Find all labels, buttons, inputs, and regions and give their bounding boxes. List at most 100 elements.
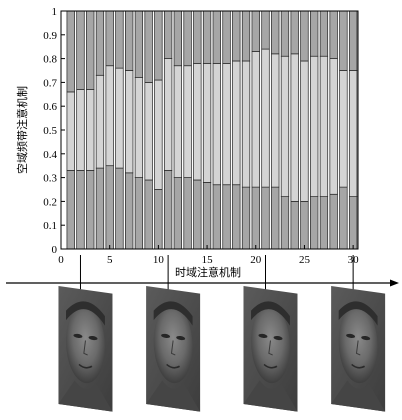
bar-segment-4-1 — [95, 167, 105, 250]
bar-segment-12-2 — [173, 65, 183, 178]
bar-segment-5-2 — [105, 65, 114, 167]
y-axis-label: 空域频带注意机制 — [15, 86, 29, 174]
y-tick-label: 0.5 — [43, 125, 57, 137]
bar-segment-24-1 — [290, 201, 299, 250]
x-tick-label: 25 — [299, 254, 311, 266]
bar-segment-2-2 — [76, 89, 85, 171]
neck-shape — [146, 380, 201, 412]
hair-shape — [251, 301, 290, 326]
bar-segment-10-2 — [154, 79, 163, 190]
bar-segment-21-3 — [261, 10, 270, 50]
bar-segment-4-3 — [95, 10, 105, 76]
mouth-line — [263, 363, 278, 369]
right-eye — [88, 335, 98, 341]
bar-segment-20-2 — [251, 51, 260, 188]
bar-segment-14-2 — [193, 63, 202, 181]
bar-segment-18-2 — [232, 60, 241, 186]
bar-segment-19-1 — [241, 186, 251, 250]
bar-segment-22-2 — [271, 53, 280, 188]
y-tick-label: 0.3 — [43, 173, 57, 185]
bar-segment-22-3 — [271, 10, 280, 55]
y-tick-label: 0.4 — [43, 149, 57, 161]
bar-segment-29-2 — [339, 70, 348, 188]
bar-segment-27-2 — [319, 55, 329, 197]
mouth-line — [78, 363, 93, 369]
bar-segment-27-1 — [319, 196, 329, 250]
bar-segment-9-1 — [144, 179, 153, 250]
bar-segment-4-2 — [95, 74, 105, 169]
neck-shape — [331, 380, 386, 412]
bar-segment-30-1 — [348, 196, 358, 250]
nose-line — [268, 340, 273, 356]
bar-segment-11-1 — [163, 170, 173, 250]
bar-segment-20-1 — [251, 186, 260, 250]
bar-segment-14-3 — [193, 10, 202, 64]
mouth-line — [166, 363, 181, 369]
x-axis-label: 时域注意机制 — [175, 265, 241, 279]
bar-segment-7-2 — [125, 70, 134, 174]
bar-segment-28-3 — [329, 10, 338, 59]
bar-segment-10-3 — [154, 10, 163, 81]
bar-segment-7-1 — [125, 172, 134, 250]
left-eye — [161, 333, 171, 339]
bar-segment-5-3 — [105, 10, 114, 67]
bar-segment-15-1 — [202, 182, 212, 250]
bar-segment-1-3 — [66, 10, 75, 93]
bar-segment-9-3 — [144, 10, 153, 83]
bar-segment-26-1 — [310, 196, 319, 250]
bar-segment-1-2 — [66, 91, 75, 171]
bar-segment-21-1 — [261, 186, 270, 250]
bar-segment-25-3 — [300, 10, 309, 62]
bar-segment-2-3 — [76, 10, 85, 90]
left-eye — [346, 333, 356, 339]
y-tick-label: 0.6 — [43, 101, 57, 113]
bar-segment-26-2 — [310, 55, 319, 197]
bar-segment-26-3 — [310, 10, 319, 57]
face-frame-icon — [331, 286, 386, 412]
bar-segment-20-3 — [251, 10, 260, 52]
bar-segment-11-2 — [163, 58, 173, 171]
face-frame-icon — [58, 286, 113, 412]
bar-segment-17-3 — [222, 10, 231, 64]
hair-shape — [153, 301, 193, 326]
bar-segment-6-2 — [115, 67, 124, 169]
mouth-line — [351, 363, 366, 369]
bar-segment-11-3 — [163, 10, 173, 59]
bar-segment-9-2 — [144, 82, 153, 181]
bar-segment-12-1 — [173, 177, 183, 250]
y-tick-label: 0 — [52, 244, 58, 256]
bar-segment-14-1 — [193, 179, 202, 250]
bar-segment-30-3 — [348, 10, 358, 71]
bar-segment-15-3 — [202, 10, 212, 64]
nose-line — [355, 340, 361, 356]
bar-segment-29-3 — [339, 10, 348, 71]
bar-segment-7-3 — [125, 10, 134, 71]
timeline-arrowhead — [390, 279, 399, 287]
bar-segment-18-1 — [232, 184, 241, 250]
bar-segment-23-2 — [280, 55, 290, 197]
x-tick-label: 20 — [250, 254, 262, 266]
bar-segment-23-1 — [280, 196, 290, 250]
bar-segment-25-1 — [300, 201, 309, 250]
nose-line — [83, 340, 88, 356]
bar-segment-19-3 — [241, 10, 251, 62]
bar-segment-18-3 — [232, 10, 241, 62]
bar-segment-1-1 — [66, 170, 75, 250]
bar-segment-28-1 — [329, 193, 338, 250]
y-tick-label: 0.8 — [43, 54, 57, 66]
right-eye — [273, 335, 283, 341]
bar-segment-2-1 — [76, 170, 85, 250]
bar-segment-27-3 — [319, 10, 329, 57]
bar-segment-29-1 — [339, 186, 348, 250]
y-tick-label: 0.1 — [43, 220, 57, 232]
hair-shape — [66, 301, 105, 326]
bar-segment-8-2 — [134, 77, 144, 178]
bar-segment-28-2 — [329, 58, 338, 195]
x-tick-label: 10 — [153, 254, 165, 266]
face-frame-icon — [146, 286, 201, 412]
bar-segment-17-2 — [222, 63, 231, 186]
neck-shape — [243, 380, 298, 412]
face-frame-icon — [243, 286, 298, 412]
bar-segment-24-2 — [290, 53, 299, 202]
